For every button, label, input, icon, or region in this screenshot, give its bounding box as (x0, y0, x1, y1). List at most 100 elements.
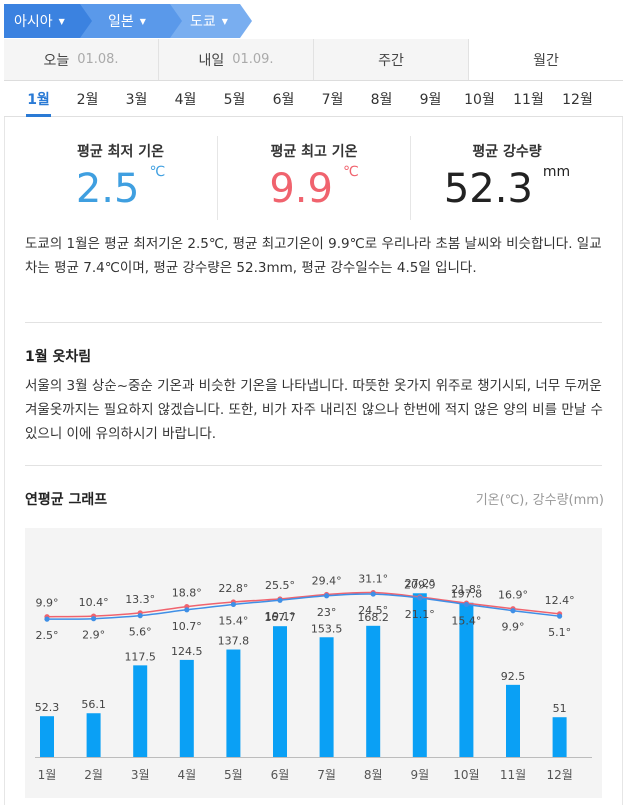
annual-chart-svg: 52.3 1월 56.1 2월 117.5 3월 124.5 4월 137.8 5월 167.7 6월… (35, 573, 592, 782)
x-tick-label-5: 5월 (224, 768, 243, 782)
precip-bar-6 (273, 626, 287, 757)
month-tab-6[interactable]: 6월 (272, 91, 295, 108)
x-tick-label-2: 2월 (84, 768, 103, 782)
min-temp-label-3: 5.6° (129, 626, 152, 639)
max-temp-label-2: 10.4° (79, 596, 109, 609)
month-tab-2[interactable]: 2월 (76, 91, 99, 108)
breadcrumb-country[interactable]: 일본 ▼ (80, 4, 182, 38)
max-temp-label-4: 18.8° (172, 587, 202, 600)
max-temp-label-10: 21.8° (451, 583, 481, 596)
tab-today[interactable]: 오늘 01.08. (4, 39, 159, 80)
min-temp-label-5: 15.4° (218, 614, 248, 627)
tab-tomorrow[interactable]: 내일 01.09. (159, 39, 314, 80)
tab-weekly-label: 주간 (378, 52, 404, 69)
x-tick-label-10: 10월 (453, 768, 479, 782)
month-tab-10[interactable]: 10월 (464, 91, 495, 108)
period-tabs: 오늘 01.08. 내일 01.09. 주간 월간 (4, 39, 623, 81)
min-temp-label-10: 15.4° (451, 614, 481, 627)
tab-monthly[interactable]: 월간 (469, 39, 623, 80)
annual-chart: 52.3 1월 56.1 2월 117.5 3월 124.5 4월 137.8 5월 167.7 6월… (25, 528, 602, 798)
month-tab-7[interactable]: 7월 (321, 91, 344, 108)
min-temp-point-3 (137, 613, 143, 619)
month-tab-8[interactable]: 8월 (370, 91, 393, 108)
stat-max-temp-value: 9.9 (269, 166, 333, 212)
tab-today-date: 01.08. (77, 52, 119, 67)
x-tick-label-4: 4월 (177, 768, 196, 782)
precip-bar-4 (179, 659, 194, 757)
max-temp-label-5: 22.8° (218, 582, 248, 595)
precip-label-11: 92.5 (501, 670, 526, 683)
clothing-title: 1월 옷차림 (25, 349, 92, 365)
x-tick-label-8: 8월 (364, 768, 383, 782)
stat-precip-unit: mm (542, 164, 571, 180)
tab-tomorrow-label: 내일 (198, 52, 225, 69)
max-temp-label-8: 31.1° (358, 573, 388, 586)
month-tab-12[interactable]: 12월 (562, 91, 593, 108)
min-temp-line (46, 593, 560, 620)
month-tab-9[interactable]: 9월 (419, 91, 442, 108)
precip-bar-1 (40, 716, 54, 757)
divider (25, 465, 602, 466)
precip-bar-10 (459, 602, 474, 757)
min-temp-point-7 (324, 593, 330, 599)
stat-min-temp-value: 2.5 (75, 166, 140, 212)
divider (25, 322, 602, 323)
min-temp-label-2: 2.9° (82, 629, 105, 642)
min-temp-point-1 (44, 616, 50, 622)
precip-label-2: 56.1 (81, 698, 106, 711)
precip-label-12: 51 (553, 702, 567, 715)
min-temp-label-1: 2.5° (36, 629, 59, 642)
precip-label-5: 137.8 (218, 635, 250, 648)
precip-bar-7 (319, 637, 334, 757)
precip-bar-2 (86, 713, 101, 757)
clothing-text: 서울의 3월 상순~중순 기온과 비슷한 기온을 나타냅니다. 따뜻한 옷가지 … (25, 378, 603, 442)
x-tick-label-6: 6월 (271, 768, 290, 782)
breadcrumb-region[interactable]: 아시아 ▼ (4, 4, 92, 38)
stat-min-temp: 평균 최저 기온 2.5 ℃ (24, 136, 217, 220)
chevron-down-icon: ▼ (58, 16, 65, 26)
tab-weekly[interactable]: 주간 (314, 39, 469, 80)
min-temp-label-11: 9.9° (502, 621, 525, 634)
stat-max-temp-unit: ℃ (342, 164, 359, 180)
precip-bar-9 (412, 593, 427, 757)
month-tab-1[interactable]: 1월 (14, 81, 63, 117)
max-temp-label-3: 13.3° (125, 593, 155, 606)
stat-min-temp-unit: ℃ (149, 164, 166, 180)
precip-label-7: 153.5 (311, 622, 343, 635)
month-tab-11[interactable]: 11월 (513, 91, 544, 108)
breadcrumb-region-label: 아시아 (14, 14, 53, 30)
x-tick-label-3: 3월 (131, 768, 150, 782)
precip-bar-12 (552, 717, 567, 757)
stats-panel: 평균 최저 기온 2.5 ℃ 평균 최고 기온 9.9 ℃ 평균 강수량 52.3 m… (24, 136, 604, 220)
graph-unit-label: 기온(℃), 강수량(mm) (475, 493, 604, 508)
min-temp-label-12: 5.1° (548, 626, 571, 639)
max-temp-label-9: 27.2° (405, 577, 435, 590)
min-temp-point-2 (91, 616, 97, 622)
stat-max-temp-title: 평균 최고 기온 (270, 144, 358, 160)
month-summary: 도쿄의 1월은 평균 최저기온 2.5℃, 평균 최고기온이 9.9℃로 우리나… (25, 236, 602, 276)
chevron-down-icon: ▼ (139, 16, 146, 26)
content-frame (4, 117, 623, 805)
stat-precip-value: 52.3 (443, 166, 533, 212)
min-temp-point-5 (230, 601, 236, 608)
min-temp-label-4: 10.7° (172, 620, 202, 633)
x-tick-label-7: 7월 (317, 768, 336, 782)
min-temp-point-8 (370, 591, 376, 597)
max-temp-label-12: 12.4° (545, 594, 575, 607)
min-temp-point-9 (417, 595, 423, 601)
min-temp-point-10 (463, 601, 469, 608)
month-tab-5[interactable]: 5월 (223, 91, 246, 108)
min-temp-label-8: 24.5° (358, 604, 388, 617)
precip-bar-3 (133, 665, 148, 757)
breadcrumb-arrow-shape (240, 4, 252, 38)
month-tab-3[interactable]: 3월 (125, 91, 148, 108)
tab-monthly-label: 월간 (533, 52, 559, 69)
max-temp-label-6: 25.5° (265, 579, 295, 592)
precip-label-6: 167.7 (264, 611, 296, 624)
month-tab-4[interactable]: 4월 (174, 91, 197, 108)
min-temp-point-11 (510, 608, 516, 614)
tab-today-label: 오늘 (43, 52, 70, 69)
min-temp-label-7: 23° (317, 606, 337, 619)
min-temp-label-9: 21.1° (405, 608, 435, 621)
precip-label-10: 197.8 (451, 588, 483, 601)
